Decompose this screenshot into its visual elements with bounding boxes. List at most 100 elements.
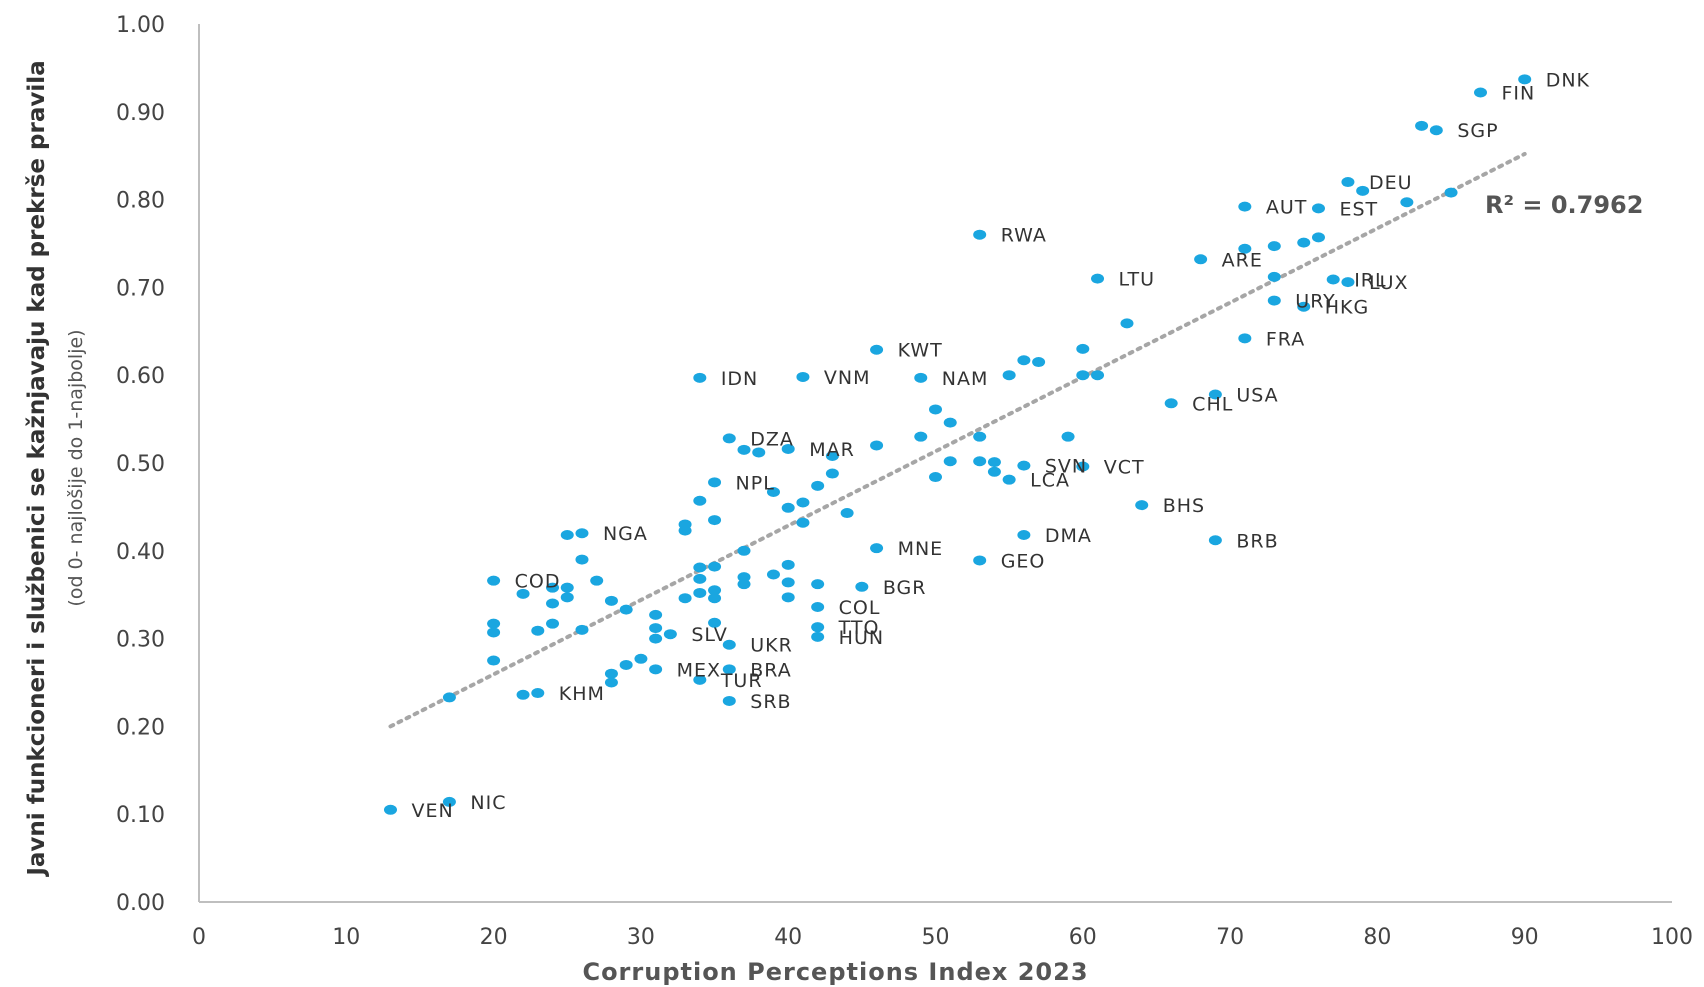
point-label: HUN — [839, 627, 884, 649]
data-point — [708, 477, 722, 488]
data-point — [943, 456, 957, 467]
point-label: KHM — [559, 683, 605, 705]
data-point — [604, 595, 618, 606]
data-point — [973, 555, 987, 566]
x-tick-label: 90 — [1511, 925, 1539, 950]
data-point — [1311, 203, 1325, 214]
data-point — [737, 579, 751, 590]
data-point — [487, 655, 501, 666]
y-tick-label: 0.40 — [116, 540, 165, 565]
data-point — [855, 581, 869, 592]
data-point — [649, 623, 663, 634]
data-point — [781, 443, 795, 454]
point-label: COD — [515, 571, 561, 593]
point-label: NIC — [470, 792, 506, 814]
point-label: BHS — [1163, 495, 1205, 517]
data-point — [1076, 461, 1090, 472]
point-label: UKR — [750, 635, 793, 657]
data-point — [604, 677, 618, 688]
data-point — [973, 456, 987, 467]
data-point — [531, 688, 545, 699]
data-point — [678, 593, 692, 604]
data-point — [1017, 529, 1031, 540]
data-point — [811, 631, 825, 642]
data-point — [442, 692, 456, 703]
point-label: MNE — [898, 538, 944, 560]
data-point — [737, 572, 751, 583]
data-point — [1267, 295, 1281, 306]
data-point — [442, 796, 456, 807]
data-point — [693, 573, 707, 584]
data-point — [516, 588, 530, 599]
y-tick-label: 0.60 — [116, 364, 165, 389]
y-axis-title: Javni funkcioneri i službenici se kažnja… — [24, 60, 50, 877]
data-point — [973, 229, 987, 240]
data-point — [383, 804, 397, 815]
data-point — [1356, 185, 1370, 196]
y-tick-label: 0.20 — [116, 715, 165, 740]
data-point — [649, 633, 663, 644]
y-axis-subtitle: (od 0- najlošije do 1-najbolje) — [65, 329, 87, 606]
point-label: TTO — [838, 617, 880, 639]
data-point — [604, 668, 618, 679]
point-label: NPL — [736, 472, 775, 494]
data-point — [1208, 535, 1222, 546]
data-point — [575, 554, 589, 565]
data-point — [811, 579, 825, 590]
data-point — [914, 431, 928, 442]
data-point — [708, 585, 722, 596]
y-tick-label: 0.70 — [116, 276, 165, 301]
point-label: KWT — [898, 340, 943, 362]
data-point — [825, 450, 839, 461]
data-point — [929, 472, 942, 483]
data-point — [1032, 357, 1046, 368]
data-point — [634, 653, 648, 664]
data-point — [1341, 277, 1355, 288]
point-label: VEN — [411, 800, 453, 822]
point-label: AUT — [1266, 197, 1308, 219]
data-point — [987, 457, 1001, 468]
data-point — [870, 543, 884, 554]
data-point — [1120, 318, 1134, 329]
data-point — [1017, 355, 1031, 366]
axes — [198, 24, 1672, 903]
data-point — [1415, 120, 1429, 131]
data-point — [781, 502, 795, 513]
y-tick-label: 1.00 — [116, 13, 165, 38]
point-label: DEU — [1369, 172, 1413, 194]
data-point — [811, 622, 825, 633]
data-point — [693, 674, 707, 685]
y-tick-labels: 0.00 0.10 0.20 0.30 0.40 0.50 0.60 0.70 0.80 0.90… — [116, 13, 165, 916]
data-point — [1311, 232, 1325, 243]
point-label: VCT — [1104, 457, 1145, 479]
data-point — [546, 618, 560, 629]
x-tick-label: 40 — [774, 925, 802, 950]
point-label: URY — [1295, 291, 1336, 313]
data-point — [693, 587, 707, 598]
point-label: SLV — [691, 624, 728, 646]
point-label: NGA — [603, 523, 648, 545]
data-point — [1076, 343, 1090, 354]
point-label: MAR — [809, 439, 855, 461]
data-point — [737, 444, 751, 455]
data-point — [1076, 370, 1090, 381]
y-tick-label: 0.10 — [116, 803, 165, 828]
data-point — [708, 617, 722, 628]
data-point — [722, 639, 736, 650]
point-label: NAM — [942, 368, 989, 390]
data-point — [1017, 460, 1031, 471]
point-label: RWA — [1001, 225, 1047, 247]
data-point — [973, 431, 987, 442]
data-point — [722, 433, 736, 444]
data-point — [1341, 177, 1355, 188]
data-point — [531, 625, 545, 636]
data-point — [1091, 370, 1105, 381]
x-tick-label: 20 — [480, 925, 508, 950]
data-point — [708, 515, 722, 526]
data-point — [781, 577, 795, 588]
x-tick-labels: 0 10 20 30 40 50 60 70 80 90 100 — [192, 925, 1693, 950]
data-point — [1164, 398, 1178, 409]
trendline — [388, 151, 1527, 729]
point-label: IRL — [1354, 269, 1386, 291]
